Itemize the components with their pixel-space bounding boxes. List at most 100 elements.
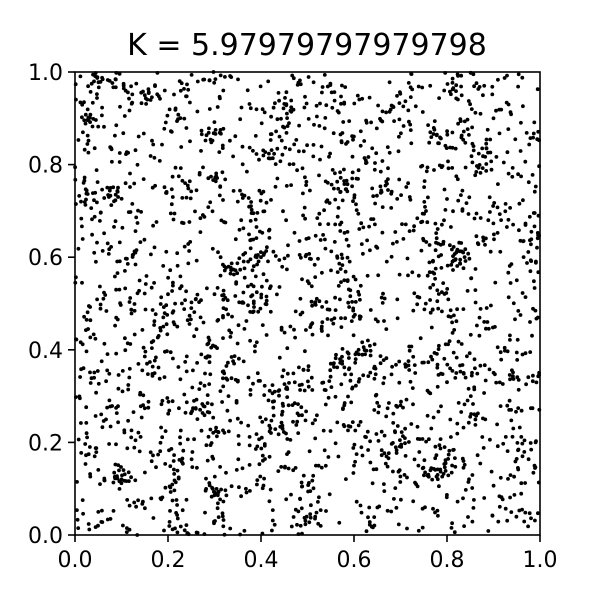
scatter-point: [182, 528, 187, 533]
scatter-point: [455, 177, 460, 182]
scatter-point: [463, 375, 468, 380]
scatter-point: [88, 472, 92, 476]
scatter-point: [136, 430, 141, 435]
scatter-point: [143, 506, 147, 511]
scatter-point: [115, 271, 120, 275]
scatter-point: [84, 431, 89, 436]
scatter-point: [340, 347, 345, 351]
scatter-point: [302, 105, 307, 110]
scatter-point: [197, 171, 202, 175]
scatter-point: [98, 482, 102, 486]
scatter-point: [399, 193, 403, 198]
scatter-point: [126, 210, 131, 215]
scatter-point: [437, 443, 442, 448]
scatter-point: [81, 366, 86, 371]
scatter-point: [449, 263, 454, 267]
scatter-point: [123, 348, 128, 353]
scatter-point: [478, 111, 483, 116]
scatter-point: [206, 130, 211, 135]
scatter-point: [495, 345, 500, 350]
scatter-point: [149, 459, 154, 464]
scatter-point: [129, 428, 134, 433]
scatter-point: [105, 241, 110, 246]
scatter-point: [508, 495, 512, 500]
scatter-point: [172, 211, 177, 216]
scatter-point: [519, 408, 524, 413]
scatter-point: [403, 454, 408, 458]
scatter-point: [85, 107, 90, 112]
scatter-point: [251, 309, 256, 314]
scatter-point: [397, 359, 402, 364]
y-tick-label: 0.4: [28, 339, 63, 364]
scatter-point: [117, 287, 122, 292]
scatter-point: [94, 259, 98, 264]
scatter-point: [78, 375, 82, 379]
scatter-point: [401, 104, 406, 109]
scatter-point: [475, 323, 479, 328]
scatter-point: [207, 78, 212, 83]
scatter-point: [186, 87, 191, 92]
scatter-point: [116, 420, 120, 425]
scatter-point: [308, 515, 313, 520]
scatter-point: [90, 124, 95, 129]
scatter-point: [364, 529, 369, 534]
scatter-point: [408, 379, 413, 384]
scatter-point: [343, 372, 347, 377]
scatter-point: [92, 250, 97, 255]
scatter-point: [213, 179, 218, 184]
scatter-point: [407, 368, 412, 372]
scatter-point: [136, 498, 141, 503]
scatter-point: [80, 498, 85, 502]
scatter-point: [421, 238, 426, 243]
scatter-point: [530, 379, 535, 384]
scatter-point: [376, 410, 381, 415]
scatter-point: [470, 486, 475, 490]
scatter-point: [344, 187, 349, 192]
scatter-point: [368, 460, 373, 465]
scatter-point: [397, 117, 402, 122]
scatter-point: [474, 413, 479, 418]
scatter-point: [289, 492, 293, 497]
scatter-point: [235, 341, 240, 346]
scatter-point: [207, 107, 212, 111]
scatter-point: [473, 300, 478, 305]
scatter-point: [422, 473, 426, 478]
scatter-point: [508, 338, 512, 342]
scatter-point: [111, 185, 116, 190]
scatter-point: [364, 161, 368, 166]
scatter-point: [150, 95, 154, 100]
scatter-point: [172, 488, 177, 493]
scatter-point: [535, 245, 539, 250]
scatter-point: [212, 292, 217, 297]
scatter-point: [480, 166, 485, 171]
scatter-point: [452, 328, 457, 332]
scatter-point: [261, 189, 266, 194]
scatter-point: [450, 521, 454, 526]
scatter-point: [259, 295, 264, 300]
scatter-point: [318, 222, 322, 227]
scatter-point: [214, 487, 219, 491]
scatter-point: [176, 174, 181, 179]
scatter-point: [320, 381, 325, 385]
scatter-point: [76, 246, 81, 251]
scatter-point: [132, 332, 137, 337]
scatter-point: [251, 237, 256, 242]
scatter-point: [291, 515, 296, 519]
scatter-point: [477, 85, 482, 89]
scatter-point: [408, 197, 413, 202]
scatter-point: [338, 229, 343, 233]
scatter-point: [497, 380, 502, 385]
scatter-point: [434, 453, 439, 458]
scatter-point: [454, 83, 459, 88]
scatter-point: [297, 365, 301, 370]
scatter-point: [526, 180, 531, 185]
scatter-point: [80, 102, 85, 107]
scatter-point: [314, 103, 319, 108]
scatter-point: [358, 129, 363, 134]
scatter-point: [209, 441, 214, 445]
scatter-point: [180, 456, 185, 461]
scatter-point: [81, 511, 85, 516]
scatter-point: [175, 513, 180, 517]
scatter-point: [466, 212, 471, 216]
scatter-point: [264, 333, 269, 337]
